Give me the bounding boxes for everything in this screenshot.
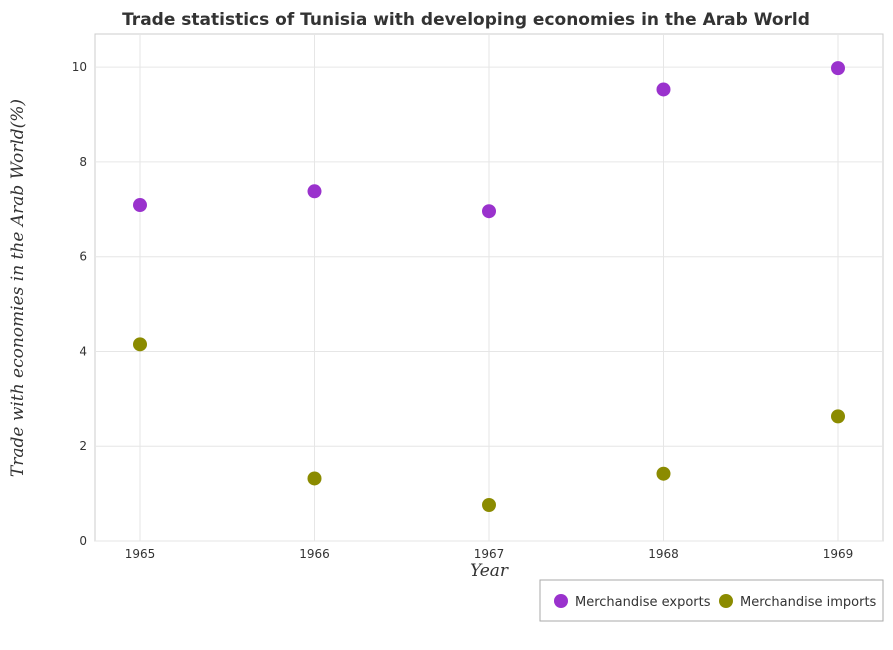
data-points <box>133 61 845 512</box>
export-point <box>482 204 496 219</box>
x-gridlines <box>139 34 839 541</box>
y-gridlines <box>95 66 883 542</box>
x-tick-label: 1965 <box>125 547 156 561</box>
x-tick-label: 1969 <box>823 547 854 561</box>
x-axis-label: Year <box>470 561 509 581</box>
import-point <box>307 471 322 486</box>
import-point <box>656 466 671 481</box>
x-tick-label: 1966 <box>299 547 330 561</box>
y-tick-label: 8 <box>79 155 87 169</box>
legend-label-exports: Merchandise exports <box>575 595 711 610</box>
export-point <box>656 82 671 97</box>
y-tick-label: 6 <box>79 250 87 264</box>
chart-title: Trade statistics of Tunisia with develop… <box>122 10 810 30</box>
y-tick-labels: 0 2 4 6 8 10 <box>72 60 87 548</box>
import-point <box>482 497 496 512</box>
y-tick-label: 10 <box>72 60 87 74</box>
import-point <box>133 337 147 352</box>
y-tick-label: 2 <box>79 439 87 453</box>
x-tick-labels: 1965 1966 1967 1968 1969 <box>125 547 854 561</box>
export-point <box>307 184 322 199</box>
legend-box <box>539 579 884 622</box>
y-tick-label: 0 <box>79 534 87 548</box>
plot-area <box>94 33 884 542</box>
export-point <box>831 61 845 76</box>
y-axis-label: Trade with economies in the Arab World(%… <box>8 99 28 477</box>
import-point <box>831 409 845 424</box>
legend-label-imports: Merchandise imports <box>740 595 877 610</box>
x-tick-label: 1967 <box>474 547 505 561</box>
legend-marker-imports <box>719 594 733 608</box>
legend: Merchandise exports Merchandise imports <box>539 579 884 622</box>
y-tick-label: 4 <box>79 344 87 358</box>
export-point <box>133 198 147 213</box>
x-tick-label: 1968 <box>648 547 679 561</box>
legend-marker-exports <box>554 594 568 608</box>
